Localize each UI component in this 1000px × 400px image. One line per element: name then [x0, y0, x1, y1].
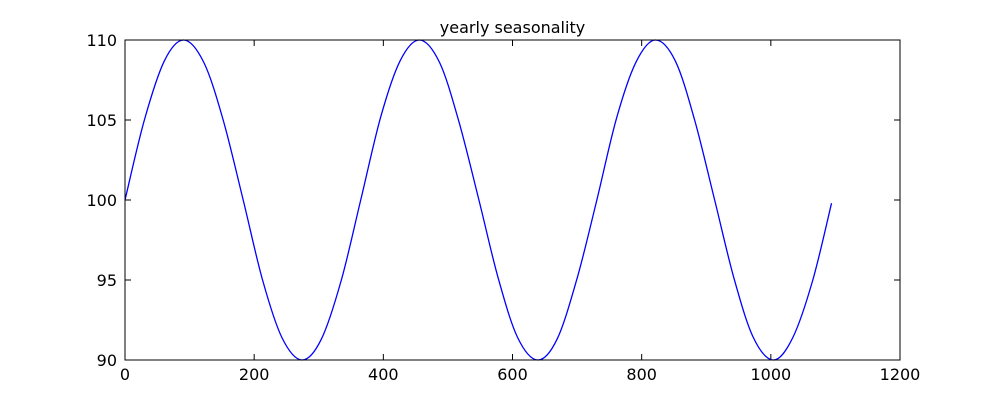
plot-area: [125, 40, 900, 360]
y-tick-label: 90: [97, 351, 117, 370]
series-layer: [124, 39, 833, 361]
y-tick-label: 100: [86, 191, 117, 210]
x-tick-label: 0: [120, 365, 130, 384]
x-tick-label: 800: [626, 365, 657, 384]
series-line: [124, 39, 833, 361]
x-tick-label: 1000: [750, 365, 791, 384]
x-tick-label: 200: [239, 365, 270, 384]
x-tick-label: 400: [368, 365, 399, 384]
y-axis: 90 95 100 105 110: [86, 31, 900, 370]
x-tick-label: 1200: [880, 365, 921, 384]
chart-title: yearly seasonality: [440, 18, 585, 37]
x-axis: 0 200 400 600 800 1000 1200: [120, 40, 920, 384]
y-tick-label: 105: [86, 111, 117, 130]
y-tick-label: 110: [86, 31, 117, 50]
y-tick-label: 95: [97, 271, 117, 290]
plot-frame: [124, 39, 901, 361]
x-tick-label: 600: [497, 365, 528, 384]
